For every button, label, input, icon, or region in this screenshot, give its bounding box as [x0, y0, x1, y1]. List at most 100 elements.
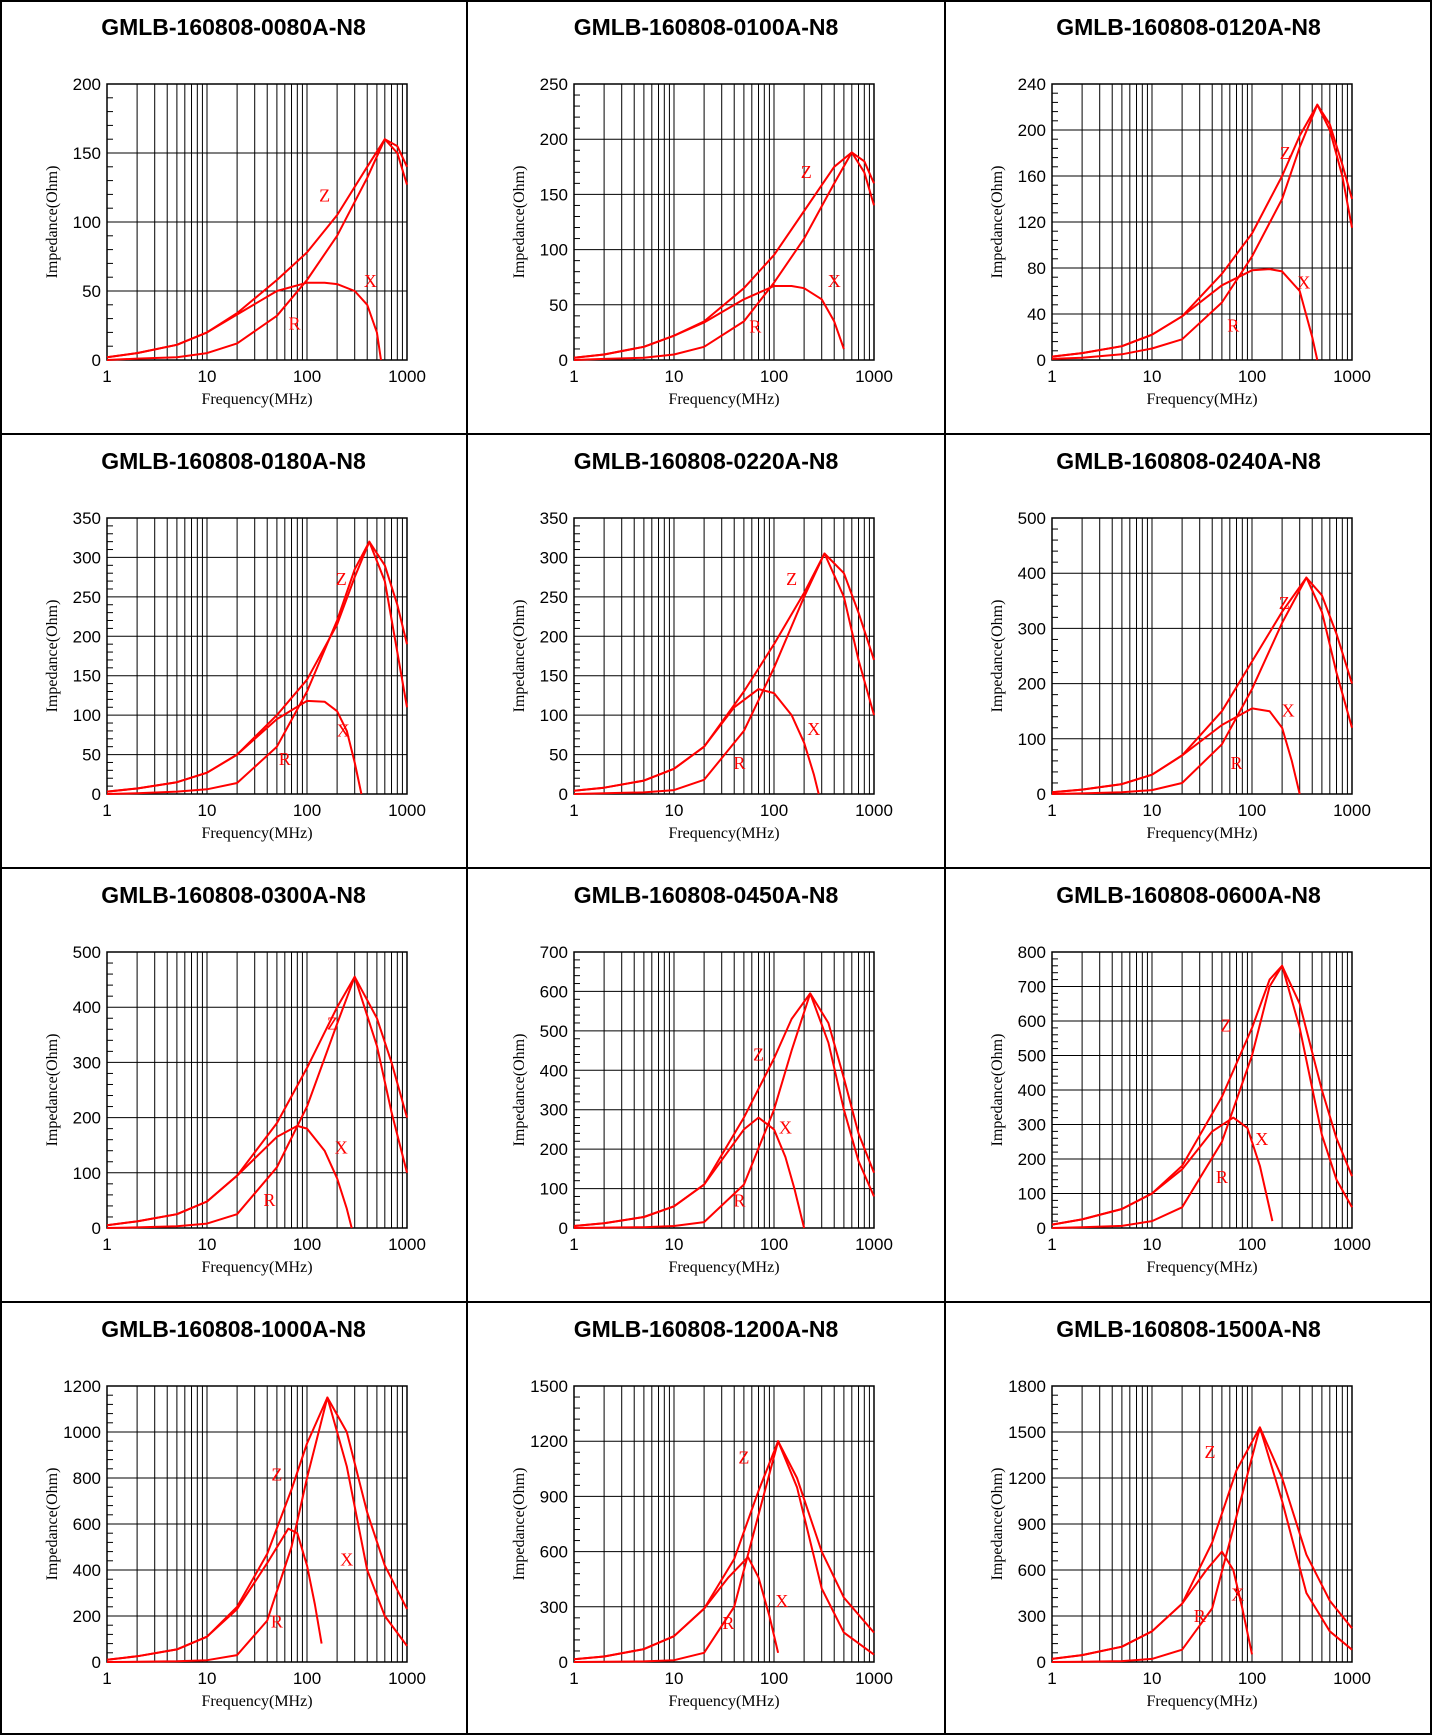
curve-label-r: R — [1227, 315, 1239, 335]
x-tick-label: 100 — [293, 1669, 321, 1688]
y-axis-label: Impedance(Ohm) — [511, 600, 528, 713]
impedance-chart: 0 100 200 300 400 500 600 700 1 10 100 1000 Frequenc… — [511, 943, 893, 1276]
curve-label-x: X — [779, 1117, 792, 1137]
y-tick-label: 250 — [540, 75, 568, 94]
y-tick-label: 0 — [1037, 785, 1046, 804]
x-tick-label: 10 — [665, 1669, 684, 1688]
series-curve-x — [106, 1527, 323, 1661]
chart-cell: GMLB-160808-0240A-N8 0 100 200 300 400 500 1 10 1… — [945, 434, 1432, 868]
y-tick-label: 900 — [540, 1487, 568, 1506]
y-tick-label: 100 — [540, 1180, 568, 1199]
y-tick-label: 0 — [1037, 351, 1046, 370]
chart-title: GMLB-160808-1500A-N8 — [1056, 1316, 1321, 1342]
series-curve-z — [106, 975, 408, 1227]
series-curve-z — [1051, 964, 1353, 1226]
y-axis-label: Impedance(Ohm) — [511, 1468, 528, 1581]
x-axis-label: Frequency(MHz) — [668, 391, 779, 408]
chart-title: GMLB-160808-0220A-N8 — [573, 448, 839, 474]
y-axis-label: Impedance(Ohm) — [511, 1034, 528, 1147]
x-tick-label: 100 — [760, 1235, 788, 1254]
x-tick-label: 10 — [198, 1235, 217, 1254]
x-tick-label: 100 — [1238, 801, 1266, 820]
series-curve-x — [106, 1124, 353, 1229]
y-tick-label: 400 — [73, 998, 101, 1017]
chart-title: GMLB-160808-0600A-N8 — [1056, 882, 1321, 908]
y-axis-label: Impedance(Ohm) — [989, 600, 1006, 713]
curve-label-z: Z — [753, 1044, 764, 1064]
x-tick-label: 1 — [1047, 367, 1056, 386]
y-tick-label: 1800 — [1008, 1377, 1046, 1396]
x-axis-label: Frequency(MHz) — [1146, 1259, 1257, 1276]
series-curve-x — [573, 1116, 806, 1229]
impedance-chart: 0 200 400 600 800 1000 1200 1 10 100 1000 Frequency… — [44, 1377, 426, 1710]
curve-label-x: X — [337, 720, 350, 740]
y-tick-label: 150 — [540, 185, 568, 204]
chart-title: GMLB-160808-0240A-N8 — [1056, 448, 1321, 474]
y-tick-label: 100 — [73, 706, 101, 725]
x-tick-label: 1000 — [855, 801, 893, 820]
impedance-chart: 0 100 200 300 400 500 600 700 800 1 10 100 1000 Frequ… — [989, 943, 1371, 1276]
x-tick-label: 1000 — [855, 367, 893, 386]
series-curve-r — [1051, 1426, 1353, 1663]
y-axis-label: Impedance(Ohm) — [511, 166, 528, 279]
y-tick-label: 1500 — [1008, 1423, 1046, 1442]
y-tick-label: 200 — [73, 75, 101, 94]
series-curve-z — [106, 1396, 408, 1661]
x-tick-label: 10 — [665, 1235, 684, 1254]
y-tick-label: 0 — [559, 351, 568, 370]
x-tick-label: 1 — [569, 1669, 578, 1688]
plot-frame — [1051, 1385, 1353, 1663]
series-curve-r — [106, 975, 408, 1229]
impedance-chart: 0 40 80 120 160 200 240 1 10 100 1000 Frequency(MHz… — [989, 75, 1371, 408]
chart-cell: GMLB-160808-1000A-N8 0 200 400 600 800 1000 120… — [0, 1302, 467, 1735]
y-tick-label: 200 — [1018, 675, 1046, 694]
y-tick-label: 100 — [1018, 1185, 1046, 1204]
x-tick-label: 1000 — [388, 1235, 426, 1254]
x-tick-label: 1 — [569, 367, 578, 386]
series-curve-x — [106, 699, 363, 795]
curve-label-r: R — [271, 1612, 283, 1632]
y-tick-label: 150 — [540, 667, 568, 686]
x-tick-label: 10 — [1143, 367, 1162, 386]
x-tick-label: 10 — [198, 1669, 217, 1688]
curve-label-x: X — [340, 1549, 353, 1569]
y-tick-label: 150 — [73, 144, 101, 163]
x-tick-label: 1000 — [1333, 1669, 1371, 1688]
x-tick-label: 100 — [760, 801, 788, 820]
chart-title: GMLB-160808-0450A-N8 — [573, 882, 839, 908]
curve-label-z: Z — [801, 162, 812, 182]
chart-cell: GMLB-160808-0100A-N8 0 50 100 150 200 250 1 10 10… — [467, 0, 945, 434]
series-curve-r — [106, 540, 408, 795]
curve-label-x: X — [364, 271, 377, 291]
y-tick-label: 400 — [73, 1561, 101, 1580]
x-axis-label: Frequency(MHz) — [201, 1259, 312, 1276]
x-tick-label: 100 — [293, 367, 321, 386]
y-tick-label: 50 — [82, 282, 101, 301]
curve-label-x: X — [807, 719, 820, 739]
impedance-chart: 0 300 600 900 1200 1500 1 10 100 1000 Frequency(MH… — [511, 1377, 893, 1710]
chart-title: GMLB-160808-0120A-N8 — [1056, 14, 1321, 40]
y-tick-label: 50 — [549, 296, 568, 315]
y-tick-label: 0 — [559, 1219, 568, 1238]
y-tick-label: 600 — [1018, 1012, 1046, 1031]
x-axis-label: Frequency(MHz) — [1146, 1693, 1257, 1710]
x-tick-label: 1000 — [1333, 367, 1371, 386]
chart-cell: GMLB-160808-0300A-N8 0 100 200 300 400 500 1 10 1… — [0, 868, 467, 1302]
chart-cell: GMLB-160808-0080A-N8 0 50 100 150 200 1 10 100 10… — [0, 0, 467, 434]
chart-cell: GMLB-160808-0450A-N8 0 100 200 300 400 500 600 7… — [467, 868, 945, 1302]
x-tick-label: 1 — [569, 1235, 578, 1254]
x-tick-label: 1 — [1047, 801, 1056, 820]
chart-cell: GMLB-160808-0180A-N8 0 50 100 150 200 250 300 35… — [0, 434, 467, 868]
y-tick-label: 500 — [1018, 509, 1046, 528]
x-tick-label: 10 — [1143, 1235, 1162, 1254]
y-tick-label: 50 — [82, 746, 101, 765]
y-tick-label: 600 — [540, 1543, 568, 1562]
y-tick-label: 200 — [540, 130, 568, 149]
x-axis-label: Frequency(MHz) — [1146, 825, 1257, 842]
curve-label-z: Z — [1280, 143, 1291, 163]
curve-label-r: R — [288, 314, 300, 334]
chart-title: GMLB-160808-1000A-N8 — [101, 1316, 366, 1342]
y-tick-label: 500 — [1018, 1047, 1046, 1066]
series-curve-z — [1051, 576, 1353, 794]
